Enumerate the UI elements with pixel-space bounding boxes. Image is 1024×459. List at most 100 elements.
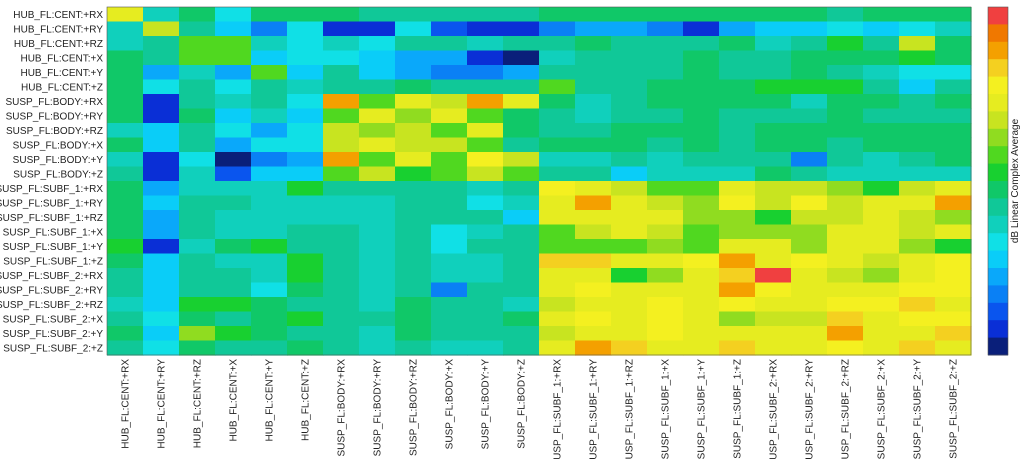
- heatmap-cell: [395, 137, 432, 153]
- heatmap-cell: [647, 36, 684, 52]
- heatmap-cell: [431, 50, 468, 66]
- heatmap-cell: [719, 137, 756, 153]
- heatmap-cell: [395, 195, 432, 211]
- heatmap-cell: [755, 79, 792, 95]
- heatmap-cell: [395, 50, 432, 66]
- heatmap-cell: [863, 94, 900, 110]
- heatmap-cell: [179, 166, 216, 182]
- colorbar-swatch: [988, 285, 1008, 304]
- heatmap-cell: [575, 282, 612, 298]
- heatmap-cell: [107, 340, 144, 356]
- heatmap-cell: [611, 65, 648, 81]
- heatmap-cell: [143, 268, 180, 284]
- heatmap-cell: [215, 297, 252, 313]
- heatmap-cell: [539, 253, 576, 269]
- colorbar-swatch: [988, 76, 1008, 95]
- heatmap-cell: [539, 239, 576, 255]
- heatmap-cell: [251, 326, 288, 342]
- heatmap-cell: [215, 50, 252, 66]
- heatmap-cell: [143, 239, 180, 255]
- heatmap-cell: [107, 253, 144, 269]
- heatmap-cell: [647, 7, 684, 23]
- heatmap-cell: [611, 297, 648, 313]
- heatmap-cell: [107, 137, 144, 153]
- heatmap-cell: [251, 94, 288, 110]
- heatmap-cell: [323, 224, 360, 240]
- heatmap-cell: [791, 268, 828, 284]
- heatmap-cell: [935, 181, 972, 197]
- heatmap-cell: [467, 94, 504, 110]
- heatmap-cell: [431, 123, 468, 139]
- heatmap-cell: [575, 195, 612, 211]
- heatmap-cell: [719, 282, 756, 298]
- heatmap-cell: [935, 152, 972, 168]
- colorbar-swatch: [988, 146, 1008, 165]
- heatmap-cell: [431, 224, 468, 240]
- heatmap-cell: [719, 224, 756, 240]
- heatmap-cell: [827, 7, 864, 23]
- heatmap-cell: [431, 137, 468, 153]
- heatmap-cell: [251, 181, 288, 197]
- heatmap-cell: [251, 152, 288, 168]
- colorbar: [987, 6, 1009, 356]
- heatmap-cell: [287, 7, 324, 23]
- heatmap-cell: [251, 50, 288, 66]
- heatmap-cell: [431, 65, 468, 81]
- heatmap-cell: [503, 94, 540, 110]
- heatmap-cell: [503, 152, 540, 168]
- heatmap-cell: [179, 311, 216, 327]
- heatmap-cell: [359, 224, 396, 240]
- row-tick-label: SUSP_FL:SUBF_1:+RZ: [0, 213, 103, 224]
- heatmap-cell: [503, 123, 540, 139]
- column-tick-label: SUSP_FL:SUBF_2:+Y: [913, 359, 924, 459]
- colorbar-swatch: [988, 24, 1008, 43]
- heatmap-cell: [755, 36, 792, 52]
- heatmap-cell: [683, 94, 720, 110]
- heatmap-cell: [215, 239, 252, 255]
- heatmap-cell: [179, 253, 216, 269]
- heatmap-cell: [683, 181, 720, 197]
- heatmap-cell: [467, 152, 504, 168]
- column-tick-label: SUSP_FL:BODY:+Y: [481, 359, 492, 450]
- heatmap-cell: [107, 65, 144, 81]
- row-tick-label: SUSP_FL:SUBF_2:+Y: [3, 329, 104, 340]
- heatmap-cell: [323, 94, 360, 110]
- heatmap-cell: [683, 137, 720, 153]
- heatmap-cell: [215, 7, 252, 23]
- heatmap-cell: [899, 311, 936, 327]
- heatmap-cell: [863, 123, 900, 139]
- heatmap-cell: [719, 50, 756, 66]
- column-tick-label: SUSP_FL:SUBF_1:+RX: [553, 359, 564, 459]
- heatmap-cell: [827, 137, 864, 153]
- heatmap-cell: [251, 137, 288, 153]
- heatmap-cell: [647, 210, 684, 226]
- heatmap-cell: [431, 297, 468, 313]
- column-labels: HUB_FL:CENT:+RX HUB_FL:CENT:+RY HUB_FL:CEN…: [121, 359, 960, 459]
- heatmap-cell: [827, 195, 864, 211]
- heatmap-cell: [719, 297, 756, 313]
- heatmap-cell: [251, 166, 288, 182]
- heatmap-cell: [395, 94, 432, 110]
- heatmap-cell: [467, 123, 504, 139]
- heatmap-cell: [935, 282, 972, 298]
- heatmap-cell: [107, 224, 144, 240]
- heatmap-cell: [287, 326, 324, 342]
- heatmap-cell: [467, 326, 504, 342]
- heatmap-cell: [359, 181, 396, 197]
- heatmap-cell: [107, 297, 144, 313]
- heatmap-cell: [935, 65, 972, 81]
- column-tick-label: SUSP_FL:SUBF_2:+X: [877, 359, 888, 459]
- heatmap-cell: [539, 108, 576, 124]
- heatmap-cell: [899, 253, 936, 269]
- heatmap-cell: [323, 326, 360, 342]
- row-tick-label: SUSP_FL:SUBF_2:+RZ: [0, 300, 103, 311]
- heatmap-cell: [431, 210, 468, 226]
- heatmap-cell: [683, 108, 720, 124]
- heatmap-cell: [899, 94, 936, 110]
- heatmap-cell: [611, 166, 648, 182]
- heatmap-cell: [791, 210, 828, 226]
- plot-frame: [106, 6, 972, 356]
- heatmap-cell: [179, 268, 216, 284]
- heatmap-cell: [935, 195, 972, 211]
- heatmap-cell: [791, 195, 828, 211]
